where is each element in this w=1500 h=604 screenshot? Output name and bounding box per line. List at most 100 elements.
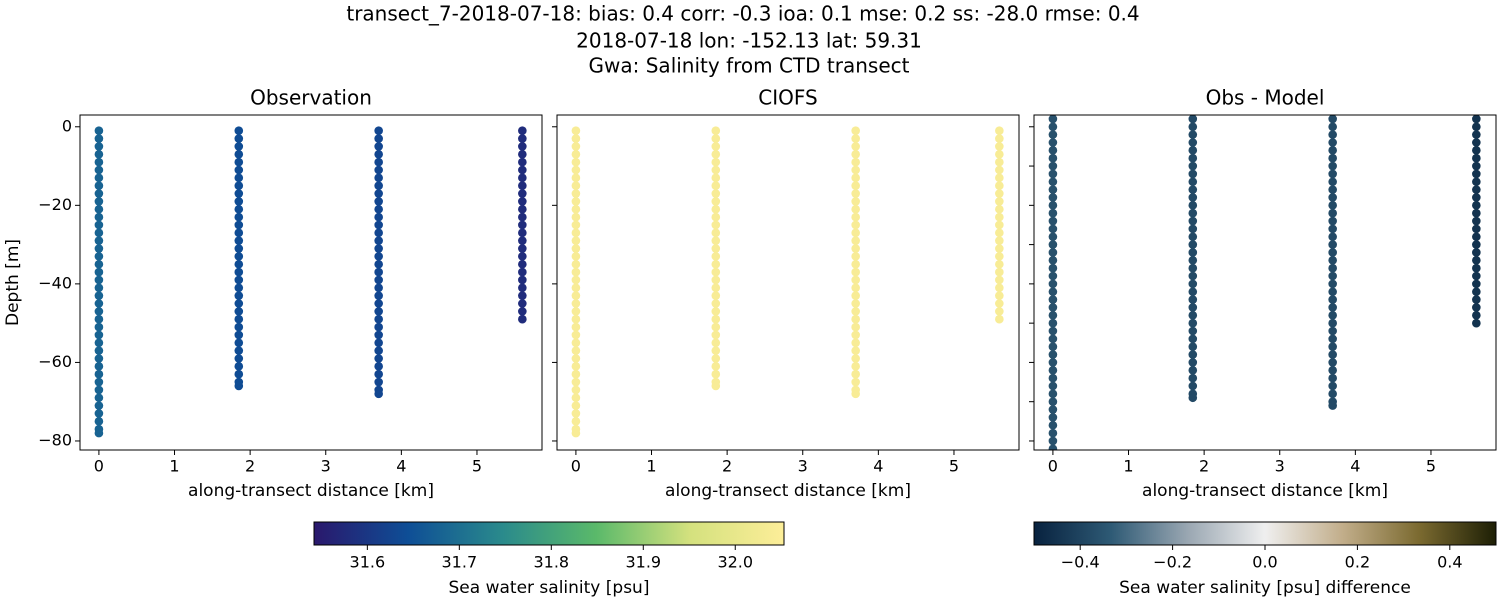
data-point: [1188, 303, 1198, 312]
data-point: [94, 228, 104, 238]
data-point: [1328, 153, 1337, 163]
data-point: [1048, 318, 1058, 328]
data-point: [518, 275, 527, 285]
data-point: [1188, 177, 1198, 187]
data-point: [1048, 240, 1058, 249]
data-point: [1048, 365, 1058, 375]
data-point: [571, 228, 581, 238]
data-point: [711, 362, 721, 371]
data-point: [1472, 177, 1481, 187]
data-point: [851, 330, 860, 340]
data-point: [1048, 389, 1058, 399]
data-point: [374, 322, 383, 332]
data-point: [571, 401, 581, 410]
x-axis-label: along-transect distance [km]: [1142, 481, 1388, 501]
data-point: [1188, 161, 1198, 171]
data-point: [1328, 295, 1337, 304]
data-point: [571, 385, 581, 395]
data-point: [571, 173, 581, 183]
data-point: [1048, 201, 1058, 210]
data-point: [518, 267, 527, 277]
data-point: [1188, 318, 1198, 328]
x-tick-label: 3: [1275, 457, 1285, 476]
data-point: [1188, 271, 1198, 281]
data-point: [374, 142, 383, 151]
x-tick-label: 0: [1048, 457, 1058, 476]
data-point: [571, 126, 581, 136]
data-point: [1048, 428, 1058, 438]
data-point: [1472, 271, 1481, 281]
data-point: [1188, 358, 1198, 367]
data-point: [571, 149, 581, 159]
data-point: [1048, 279, 1058, 289]
data-point: [851, 338, 860, 348]
data-point: [374, 149, 383, 159]
data-point: [1048, 115, 1058, 124]
axes-frame: [556, 114, 1020, 451]
data-point: [234, 362, 244, 371]
data-point: [711, 181, 721, 190]
data-point: [374, 283, 383, 293]
data-point: [1328, 185, 1337, 194]
data-point: [1048, 350, 1058, 359]
data-point: [711, 126, 721, 136]
data-point: [94, 393, 104, 403]
data-point: [1048, 342, 1058, 352]
y-tick-label: −60: [38, 352, 72, 371]
data-point: [571, 322, 581, 332]
data-point: [1188, 224, 1198, 234]
data-point: [571, 299, 581, 308]
data-point: [995, 228, 1004, 238]
data-point: [1048, 373, 1058, 383]
data-point: [711, 197, 721, 206]
data-point: [518, 181, 527, 190]
data-point: [94, 126, 104, 136]
data-point: [571, 212, 581, 222]
colorbar-tick-label: 0.0: [1252, 553, 1277, 572]
data-point: [1472, 263, 1481, 273]
data-point: [1048, 185, 1058, 194]
data-point: [94, 149, 104, 159]
data-point: [374, 307, 383, 316]
data-point: [995, 267, 1004, 277]
data-point: [518, 142, 527, 151]
data-point: [851, 149, 860, 159]
data-point: [571, 134, 581, 143]
data-point: [1188, 310, 1198, 320]
data-point: [94, 181, 104, 190]
data-point: [571, 275, 581, 285]
data-point: [711, 330, 721, 340]
data-point: [1188, 279, 1198, 289]
data-point: [94, 409, 104, 418]
data-point: [518, 220, 527, 230]
data-point: [1048, 138, 1058, 147]
data-point: [1328, 334, 1337, 344]
y-axis-label: Depth [m]: [3, 239, 23, 326]
data-point: [851, 322, 860, 332]
data-point: [1188, 169, 1198, 179]
data-point: [711, 299, 721, 308]
data-point: [851, 157, 860, 167]
data-point: [94, 362, 104, 371]
data-point: [374, 362, 383, 371]
data-point: [851, 244, 860, 253]
data-point: [851, 212, 860, 222]
data-point: [374, 165, 383, 175]
data-point: [711, 291, 721, 300]
data-point: [1328, 201, 1337, 210]
data-point: [995, 244, 1004, 253]
data-point: [995, 291, 1004, 300]
data-point: [1328, 287, 1337, 297]
data-point: [374, 291, 383, 300]
data-point: [571, 417, 581, 426]
axes-frame: [1033, 114, 1497, 451]
data-point: [995, 165, 1004, 175]
data-point: [374, 126, 383, 136]
data-point: [374, 157, 383, 167]
plot-area: [571, 126, 1004, 438]
data-point: [234, 181, 244, 190]
data-point: [374, 244, 383, 253]
data-point: [995, 173, 1004, 183]
data-point: [234, 204, 244, 214]
data-point: [1472, 279, 1481, 289]
